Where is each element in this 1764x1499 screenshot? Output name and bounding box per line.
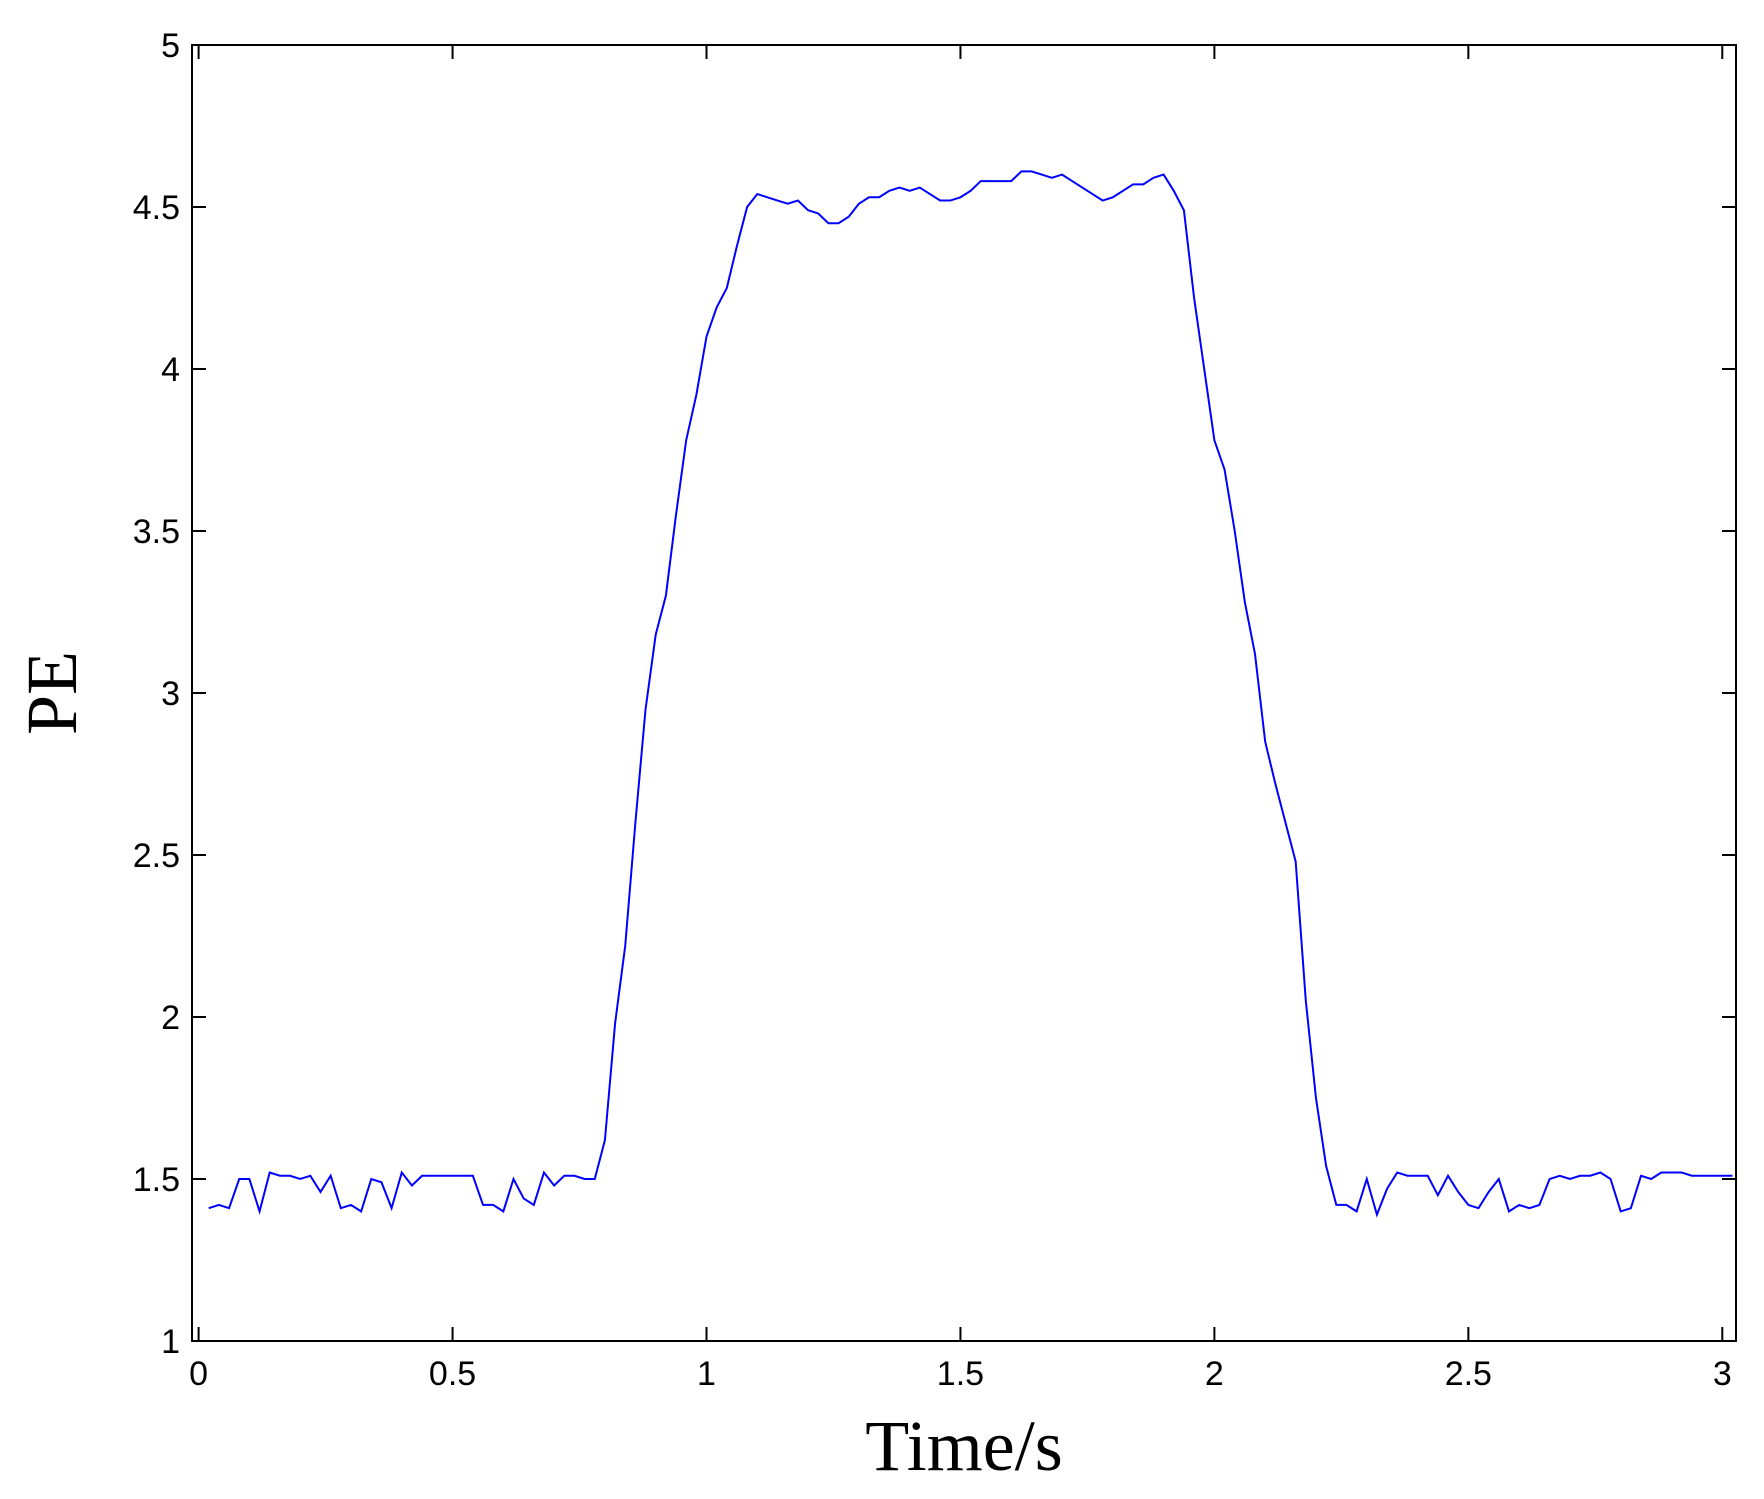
y-tick-label: 5 (161, 27, 180, 65)
x-tick-label: 2.5 (1445, 1355, 1492, 1393)
x-tick-label: 0 (189, 1355, 208, 1393)
y-tick-label: 4 (161, 351, 180, 389)
y-tick-label: 2 (161, 999, 180, 1037)
y-tick-label: 1.5 (133, 1161, 180, 1199)
x-tick-label: 2 (1205, 1355, 1224, 1393)
y-tick-label: 2.5 (133, 837, 180, 875)
x-tick-label: 0.5 (429, 1355, 476, 1393)
x-tick-label: 1 (697, 1355, 716, 1393)
y-tick-label: 1 (161, 1323, 180, 1361)
y-tick-label: 3.5 (133, 513, 180, 551)
plot-frame (191, 44, 1737, 1342)
x-axis-label: Time/s (865, 1406, 1062, 1486)
x-tick-label: 3 (1713, 1355, 1732, 1393)
data-line (208, 170, 1733, 1218)
x-tick-label: 1.5 (937, 1355, 984, 1393)
y-tick-label: 4.5 (133, 189, 180, 227)
y-axis-label: PE (12, 651, 92, 735)
y-tick-label: 3 (161, 675, 180, 713)
